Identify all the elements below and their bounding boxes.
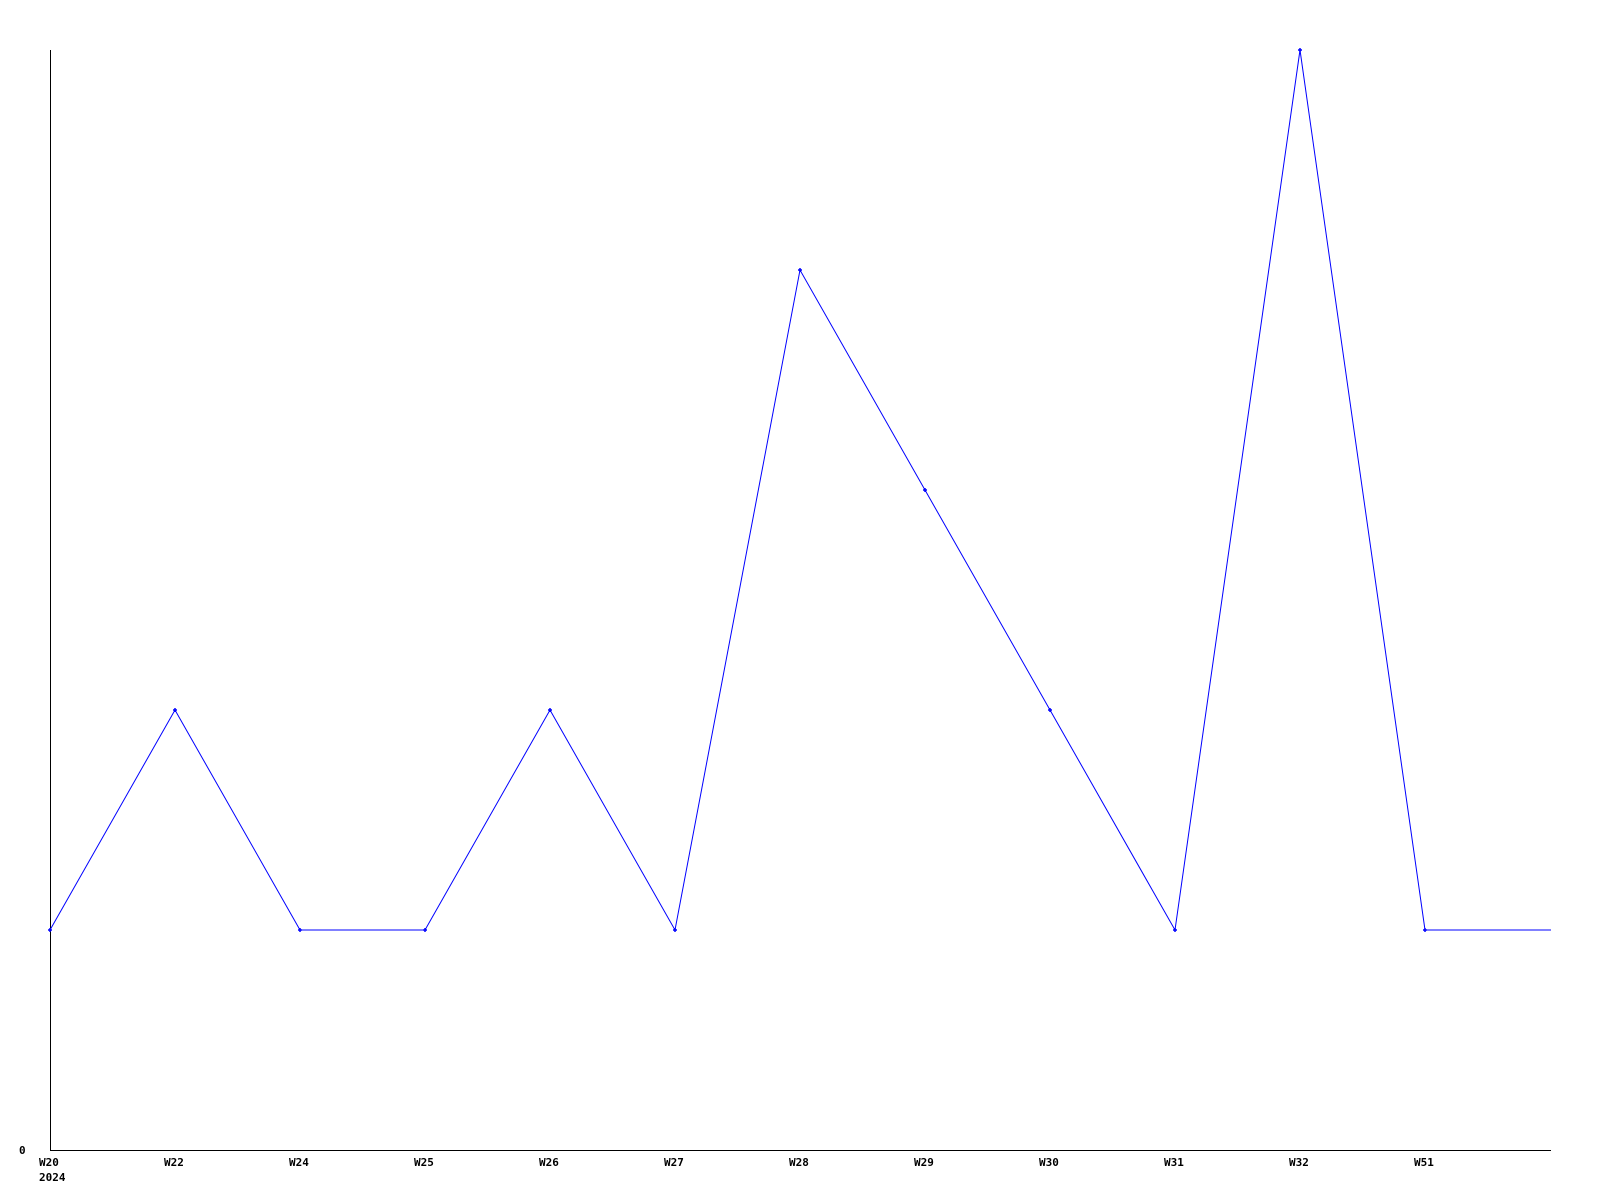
x-tick-label: W30 [1039,1156,1059,1169]
data-point-marker [1048,708,1052,712]
x-tick-label: W22 [164,1156,184,1169]
data-point-marker [548,708,552,712]
data-point-marker [1423,928,1427,932]
x-tick-label: W24 [289,1156,309,1169]
data-point-marker [923,488,927,492]
x-tick-label: W26 [539,1156,559,1169]
data-point-marker [423,928,427,932]
x-tick-label: W28 [789,1156,809,1169]
data-point-marker [1173,928,1177,932]
x-tick-label: W31 [1164,1156,1184,1169]
series-line [49,49,1551,932]
x-tick-label: W51 [1414,1156,1434,1169]
x-tick-label: W27 [664,1156,684,1169]
data-point-marker [298,928,302,932]
x-year-label: 2024 [39,1171,66,1184]
x-tick-label: W29 [914,1156,934,1169]
y-tick-label-0: 0 [19,1144,26,1157]
data-point-marker [1298,48,1302,52]
x-tick-label: W20 [39,1156,59,1169]
data-point-marker [798,268,802,272]
x-tick-label: W25 [414,1156,434,1169]
data-point-marker [673,928,677,932]
data-point-marker [48,928,52,932]
data-point-marker [173,708,177,712]
x-tick-label: W32 [1289,1156,1309,1169]
